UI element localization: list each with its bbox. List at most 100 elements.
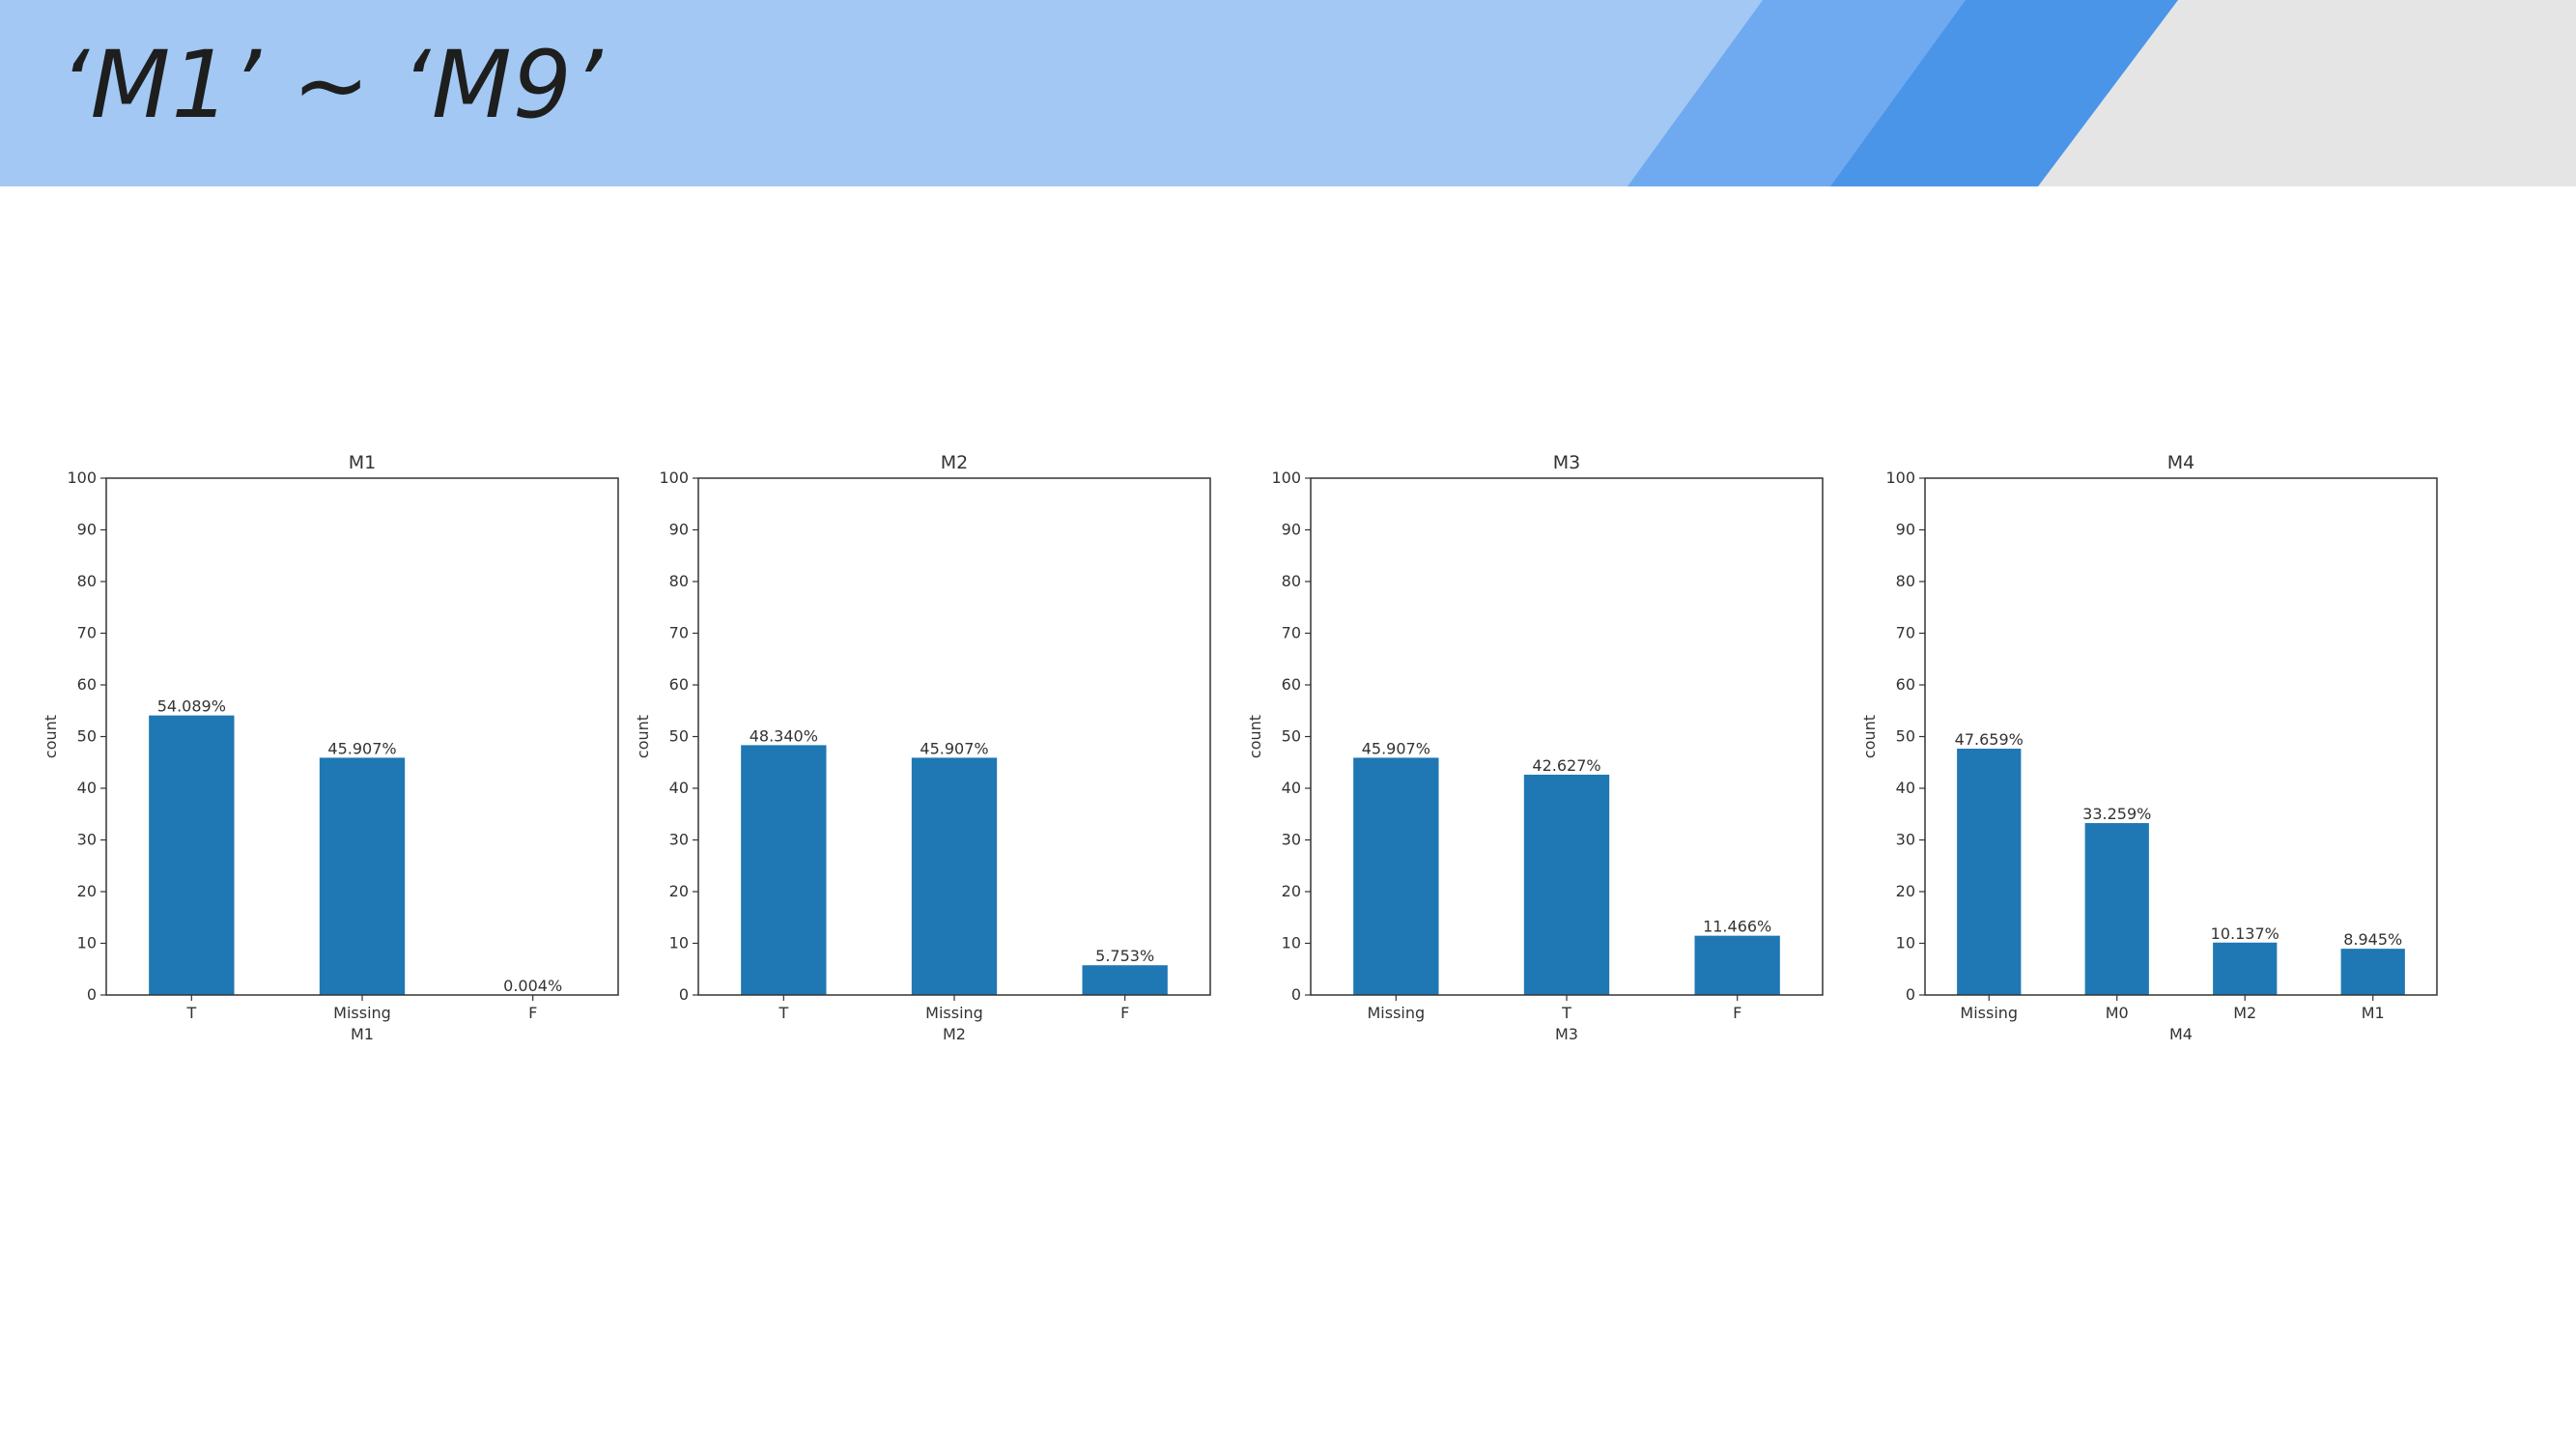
x-tick-label: F bbox=[528, 1004, 537, 1022]
x-tick-label: T bbox=[185, 1004, 196, 1022]
y-tick-label: 60 bbox=[669, 675, 689, 694]
y-tick-label: 40 bbox=[669, 779, 689, 797]
data-label: 42.627% bbox=[1532, 756, 1600, 775]
data-label: 45.907% bbox=[1362, 739, 1430, 757]
y-tick-label: 100 bbox=[659, 469, 689, 487]
bar-m0 bbox=[2084, 823, 2149, 995]
chart-svg: M3 45.907% Missing 42.627% T 11.466% F 0 10 20 30 4… bbox=[1246, 452, 1824, 1043]
slide-title: ‘M1’ ~ ‘M9’ bbox=[60, 31, 604, 139]
y-tick-label: 30 bbox=[669, 831, 689, 849]
chart-m2: M2 48.340% T 45.907% Missing 5.753% F 0 10 20 30 40… bbox=[592, 440, 1211, 1058]
y-tick-label: 0 bbox=[87, 985, 97, 1004]
x-axis-label: M1 bbox=[351, 1025, 374, 1043]
x-tick-label: F bbox=[1120, 1004, 1129, 1022]
chart-m4: M4 47.659% Missing 33.259% M0 10.137% M2 8.945%… bbox=[1819, 440, 2438, 1058]
chart-title: M4 bbox=[2167, 452, 2194, 473]
bar-t bbox=[741, 745, 827, 995]
x-tick-label: T bbox=[778, 1004, 788, 1022]
bar-t bbox=[149, 715, 235, 995]
x-axis-label: M4 bbox=[2169, 1025, 2193, 1043]
y-tick-label: 20 bbox=[669, 882, 689, 900]
data-label: 45.907% bbox=[327, 739, 396, 757]
header-light-stripe bbox=[1628, 0, 1970, 186]
x-tick-label: Missing bbox=[1960, 1004, 2018, 1022]
y-tick-label: 70 bbox=[1282, 624, 1301, 642]
data-label: 47.659% bbox=[1955, 730, 2024, 749]
y-axis-label: count bbox=[634, 715, 652, 758]
chart-title: M2 bbox=[941, 452, 968, 473]
y-tick-label: 80 bbox=[77, 572, 97, 590]
y-tick-label: 80 bbox=[669, 572, 689, 590]
bar-f bbox=[1082, 965, 1168, 995]
x-tick-label: Missing bbox=[333, 1004, 391, 1022]
y-tick-label: 10 bbox=[1282, 934, 1301, 952]
y-tick-label: 100 bbox=[1885, 469, 1915, 487]
y-tick-label: 40 bbox=[1282, 779, 1301, 797]
y-tick-label: 10 bbox=[669, 934, 689, 952]
y-tick-label: 30 bbox=[77, 831, 97, 849]
y-axis-label: count bbox=[1246, 715, 1264, 758]
y-axis-label: count bbox=[42, 715, 60, 758]
y-tick-label: 70 bbox=[77, 624, 97, 642]
bar-m1 bbox=[2340, 949, 2405, 995]
data-label: 8.945% bbox=[2343, 930, 2402, 949]
data-label: 45.907% bbox=[920, 739, 988, 757]
y-tick-label: 60 bbox=[77, 675, 97, 694]
x-tick-label: M0 bbox=[2106, 1004, 2129, 1022]
bar-f bbox=[1694, 935, 1780, 995]
data-label: 10.137% bbox=[2211, 924, 2279, 943]
y-tick-label: 10 bbox=[77, 934, 97, 952]
bar-t bbox=[1523, 774, 1610, 995]
y-tick-label: 60 bbox=[1896, 675, 1915, 694]
bar-missing bbox=[319, 757, 406, 995]
y-tick-label: 90 bbox=[1282, 521, 1301, 539]
x-tick-label: T bbox=[1561, 1004, 1571, 1022]
chart-m3: M3 45.907% Missing 42.627% T 11.466% F 0 10 20 30 4… bbox=[1204, 440, 1824, 1058]
y-tick-label: 100 bbox=[1271, 469, 1301, 487]
y-tick-label: 40 bbox=[77, 779, 97, 797]
x-tick-label: M2 bbox=[2233, 1004, 2256, 1022]
x-tick-label: Missing bbox=[1367, 1004, 1425, 1022]
header-dark-stripe bbox=[1830, 0, 2178, 186]
bar-missing bbox=[1353, 757, 1439, 995]
y-tick-label: 70 bbox=[1896, 624, 1915, 642]
data-label: 11.466% bbox=[1703, 918, 1771, 936]
bar-missing bbox=[1957, 749, 2022, 995]
data-label: 48.340% bbox=[750, 726, 818, 745]
y-tick-label: 50 bbox=[77, 727, 97, 746]
chart-title: M1 bbox=[349, 452, 376, 473]
y-tick-label: 20 bbox=[1896, 882, 1915, 900]
y-axis-label: count bbox=[1860, 715, 1879, 758]
x-axis-label: M2 bbox=[943, 1025, 966, 1043]
chart-svg: M1 54.089% T 45.907% Missing 0.004% F 0 10 20 30 40… bbox=[42, 452, 619, 1043]
y-tick-label: 30 bbox=[1282, 831, 1301, 849]
y-tick-label: 40 bbox=[1896, 779, 1915, 797]
y-tick-label: 100 bbox=[67, 469, 97, 487]
y-tick-label: 80 bbox=[1282, 572, 1301, 590]
x-axis-label: M3 bbox=[1555, 1025, 1578, 1043]
data-label: 33.259% bbox=[2082, 805, 2151, 823]
y-tick-label: 0 bbox=[1291, 985, 1301, 1004]
x-tick-label: Missing bbox=[925, 1004, 983, 1022]
y-tick-label: 90 bbox=[77, 521, 97, 539]
header-decoration bbox=[0, 0, 2576, 186]
chart-title: M3 bbox=[1553, 452, 1580, 473]
y-tick-label: 90 bbox=[1896, 521, 1915, 539]
header-banner: ‘M1’ ~ ‘M9’ bbox=[0, 0, 2576, 186]
y-tick-label: 80 bbox=[1896, 572, 1915, 590]
bar-missing bbox=[911, 757, 998, 995]
y-tick-label: 70 bbox=[669, 624, 689, 642]
y-tick-label: 50 bbox=[669, 727, 689, 746]
x-tick-label: M1 bbox=[2362, 1004, 2385, 1022]
y-tick-label: 90 bbox=[669, 521, 689, 539]
y-tick-label: 60 bbox=[1282, 675, 1301, 694]
header-gray-corner bbox=[2038, 0, 2576, 186]
y-tick-label: 20 bbox=[77, 882, 97, 900]
bar-m2 bbox=[2213, 942, 2278, 995]
y-tick-label: 30 bbox=[1896, 831, 1915, 849]
y-tick-label: 10 bbox=[1896, 934, 1915, 952]
data-label: 54.089% bbox=[157, 697, 226, 716]
x-tick-label: F bbox=[1733, 1004, 1741, 1022]
y-tick-label: 20 bbox=[1282, 882, 1301, 900]
y-tick-label: 0 bbox=[679, 985, 689, 1004]
